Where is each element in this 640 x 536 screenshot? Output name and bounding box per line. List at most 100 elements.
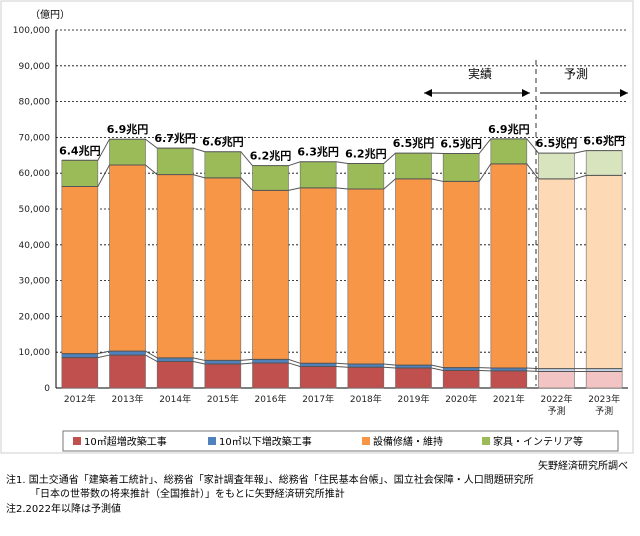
note-1-continued: 「日本の世帯数の将来推計（全国推計）」をもとに矢野経済研究所推計 — [30, 489, 345, 500]
series-connector-line — [61, 350, 623, 370]
x-tick-label: 2021年 — [493, 393, 525, 405]
bars — [61, 138, 623, 389]
y-tick-label: 50,000 — [19, 205, 51, 215]
y-tick-label: 40,000 — [19, 241, 51, 251]
bar-segment — [204, 177, 242, 361]
note-1: 注1. 国土交通省「建築着工統計」、総務省「家計調査年報」、総務省「住民基本台帳… — [6, 475, 534, 486]
y-tick-label: 0 — [44, 384, 50, 394]
total-label: 6.9兆円 — [488, 122, 530, 136]
bar-segment — [442, 181, 480, 368]
forecast-arrow-head — [620, 89, 628, 97]
bar-segment — [61, 353, 99, 358]
bar-segment — [109, 164, 146, 352]
legend-label-4: 家具・インテリア等 — [493, 435, 583, 448]
total-label: 6.3兆円 — [297, 145, 339, 159]
bar-segment — [109, 138, 146, 166]
bar-segment — [347, 163, 385, 190]
x-tick-label: 2013年 — [112, 393, 144, 405]
y-tick-label: 90,000 — [19, 62, 51, 72]
total-label: 6.4兆円 — [59, 143, 101, 157]
bar-segment — [204, 363, 242, 389]
bar-segment — [61, 186, 99, 354]
source-credit: 矢野経済研究所調べ — [538, 461, 628, 472]
x-tick-sublabel: 予測 — [595, 405, 613, 417]
y-tick-label: 30,000 — [19, 277, 51, 287]
actual-label: 実績 — [468, 66, 492, 81]
total-label: 6.5兆円 — [440, 137, 482, 151]
total-label: 6.6兆円 — [583, 134, 625, 148]
bar-segment — [538, 152, 575, 180]
y-tick-label: 20,000 — [19, 312, 51, 322]
x-tick-label: 2012年 — [64, 393, 96, 405]
bar-segment — [252, 165, 289, 191]
total-label: 6.5兆円 — [536, 136, 578, 150]
bar-segment — [156, 361, 194, 389]
total-label: 6.2兆円 — [250, 149, 292, 163]
bar-segment — [299, 366, 337, 389]
bar-segment — [204, 151, 242, 179]
total-label: 6.9兆円 — [107, 122, 149, 136]
bar-segment — [395, 178, 432, 366]
bar-segment — [156, 174, 194, 359]
total-labels: 6.4兆円 6.9兆円 6.7兆円 6.6兆円 6.2兆円 6.3兆円 6.2兆円 6.5兆円… — [59, 122, 625, 163]
bar-segment — [538, 371, 575, 389]
y-tick-label: 100,000 — [13, 26, 50, 36]
x-tick-label: 2022年 — [541, 393, 573, 405]
series-connector-line — [61, 138, 623, 167]
y-tick-label: 60,000 — [19, 169, 51, 179]
bar-segment — [347, 188, 385, 365]
bar-segment — [490, 138, 528, 165]
total-label: 6.2兆円 — [345, 147, 387, 161]
bar-segment — [61, 357, 99, 389]
x-tick-label: 2020年 — [445, 393, 477, 405]
series-connector-line — [61, 354, 623, 373]
x-tick-label: 2018年 — [350, 393, 382, 405]
legend-swatch-2 — [208, 437, 216, 445]
bar-segment — [585, 150, 623, 176]
bar-segment — [490, 370, 528, 389]
bar-segment — [585, 371, 623, 389]
bar-segment — [156, 147, 194, 175]
actual-arrow-right-head — [522, 89, 530, 97]
y-unit-label: （億円） — [30, 8, 70, 21]
bar-segment — [156, 357, 194, 362]
trend-lines — [61, 138, 623, 373]
bar-segment — [252, 359, 289, 364]
bar-segment — [252, 362, 289, 389]
total-label: 6.5兆円 — [393, 136, 435, 150]
x-tick-sublabel: 予測 — [547, 405, 565, 417]
bar-segment — [395, 367, 432, 389]
x-axis-labels: 2012年 2013年 2014年 2015年 2016年 2017年 2018年 2019年… — [64, 393, 620, 417]
bar-segment — [442, 370, 480, 389]
x-tick-label: 2017年 — [302, 393, 334, 405]
legend-label-1: 10㎡超増改築工事 — [84, 435, 167, 448]
bar-segment — [61, 160, 99, 187]
legend-box — [62, 430, 619, 452]
x-tick-label: 2016年 — [255, 393, 287, 405]
total-label: 6.6兆円 — [202, 135, 244, 149]
y-tick-label: 70,000 — [19, 133, 51, 143]
y-axis-ticks: 0 10,000 20,000 30,000 40,000 50,000 60,000 70,… — [13, 26, 50, 394]
bar-segment — [395, 152, 432, 180]
legend-swatch-4 — [482, 437, 490, 445]
x-tick-label: 2015年 — [207, 393, 239, 405]
x-tick-label: 2019年 — [398, 393, 430, 405]
grid-lines — [55, 29, 628, 389]
bar-segment — [299, 161, 337, 189]
bar-segment — [538, 178, 575, 369]
bar-segment — [109, 354, 146, 389]
total-label: 6.7兆円 — [154, 131, 196, 145]
period-annotations: 実績 予測 — [424, 60, 628, 386]
bar-segment — [252, 190, 289, 360]
bar-segment — [585, 175, 623, 369]
x-tick-label: 2014年 — [159, 393, 191, 405]
series-connector-line — [61, 163, 623, 191]
bar-segment — [442, 153, 480, 182]
y-tick-label: 10,000 — [19, 348, 51, 358]
x-tick-label: 2023年 — [588, 393, 620, 405]
bar-segment — [347, 366, 385, 389]
legend: 10㎡超増改築工事 10㎡以下増改築工事 設備修繕・維持 家具・インテリア等 — [62, 430, 619, 452]
legend-label-2: 10㎡以下増改築工事 — [219, 435, 312, 448]
forecast-label: 予測 — [564, 67, 588, 81]
